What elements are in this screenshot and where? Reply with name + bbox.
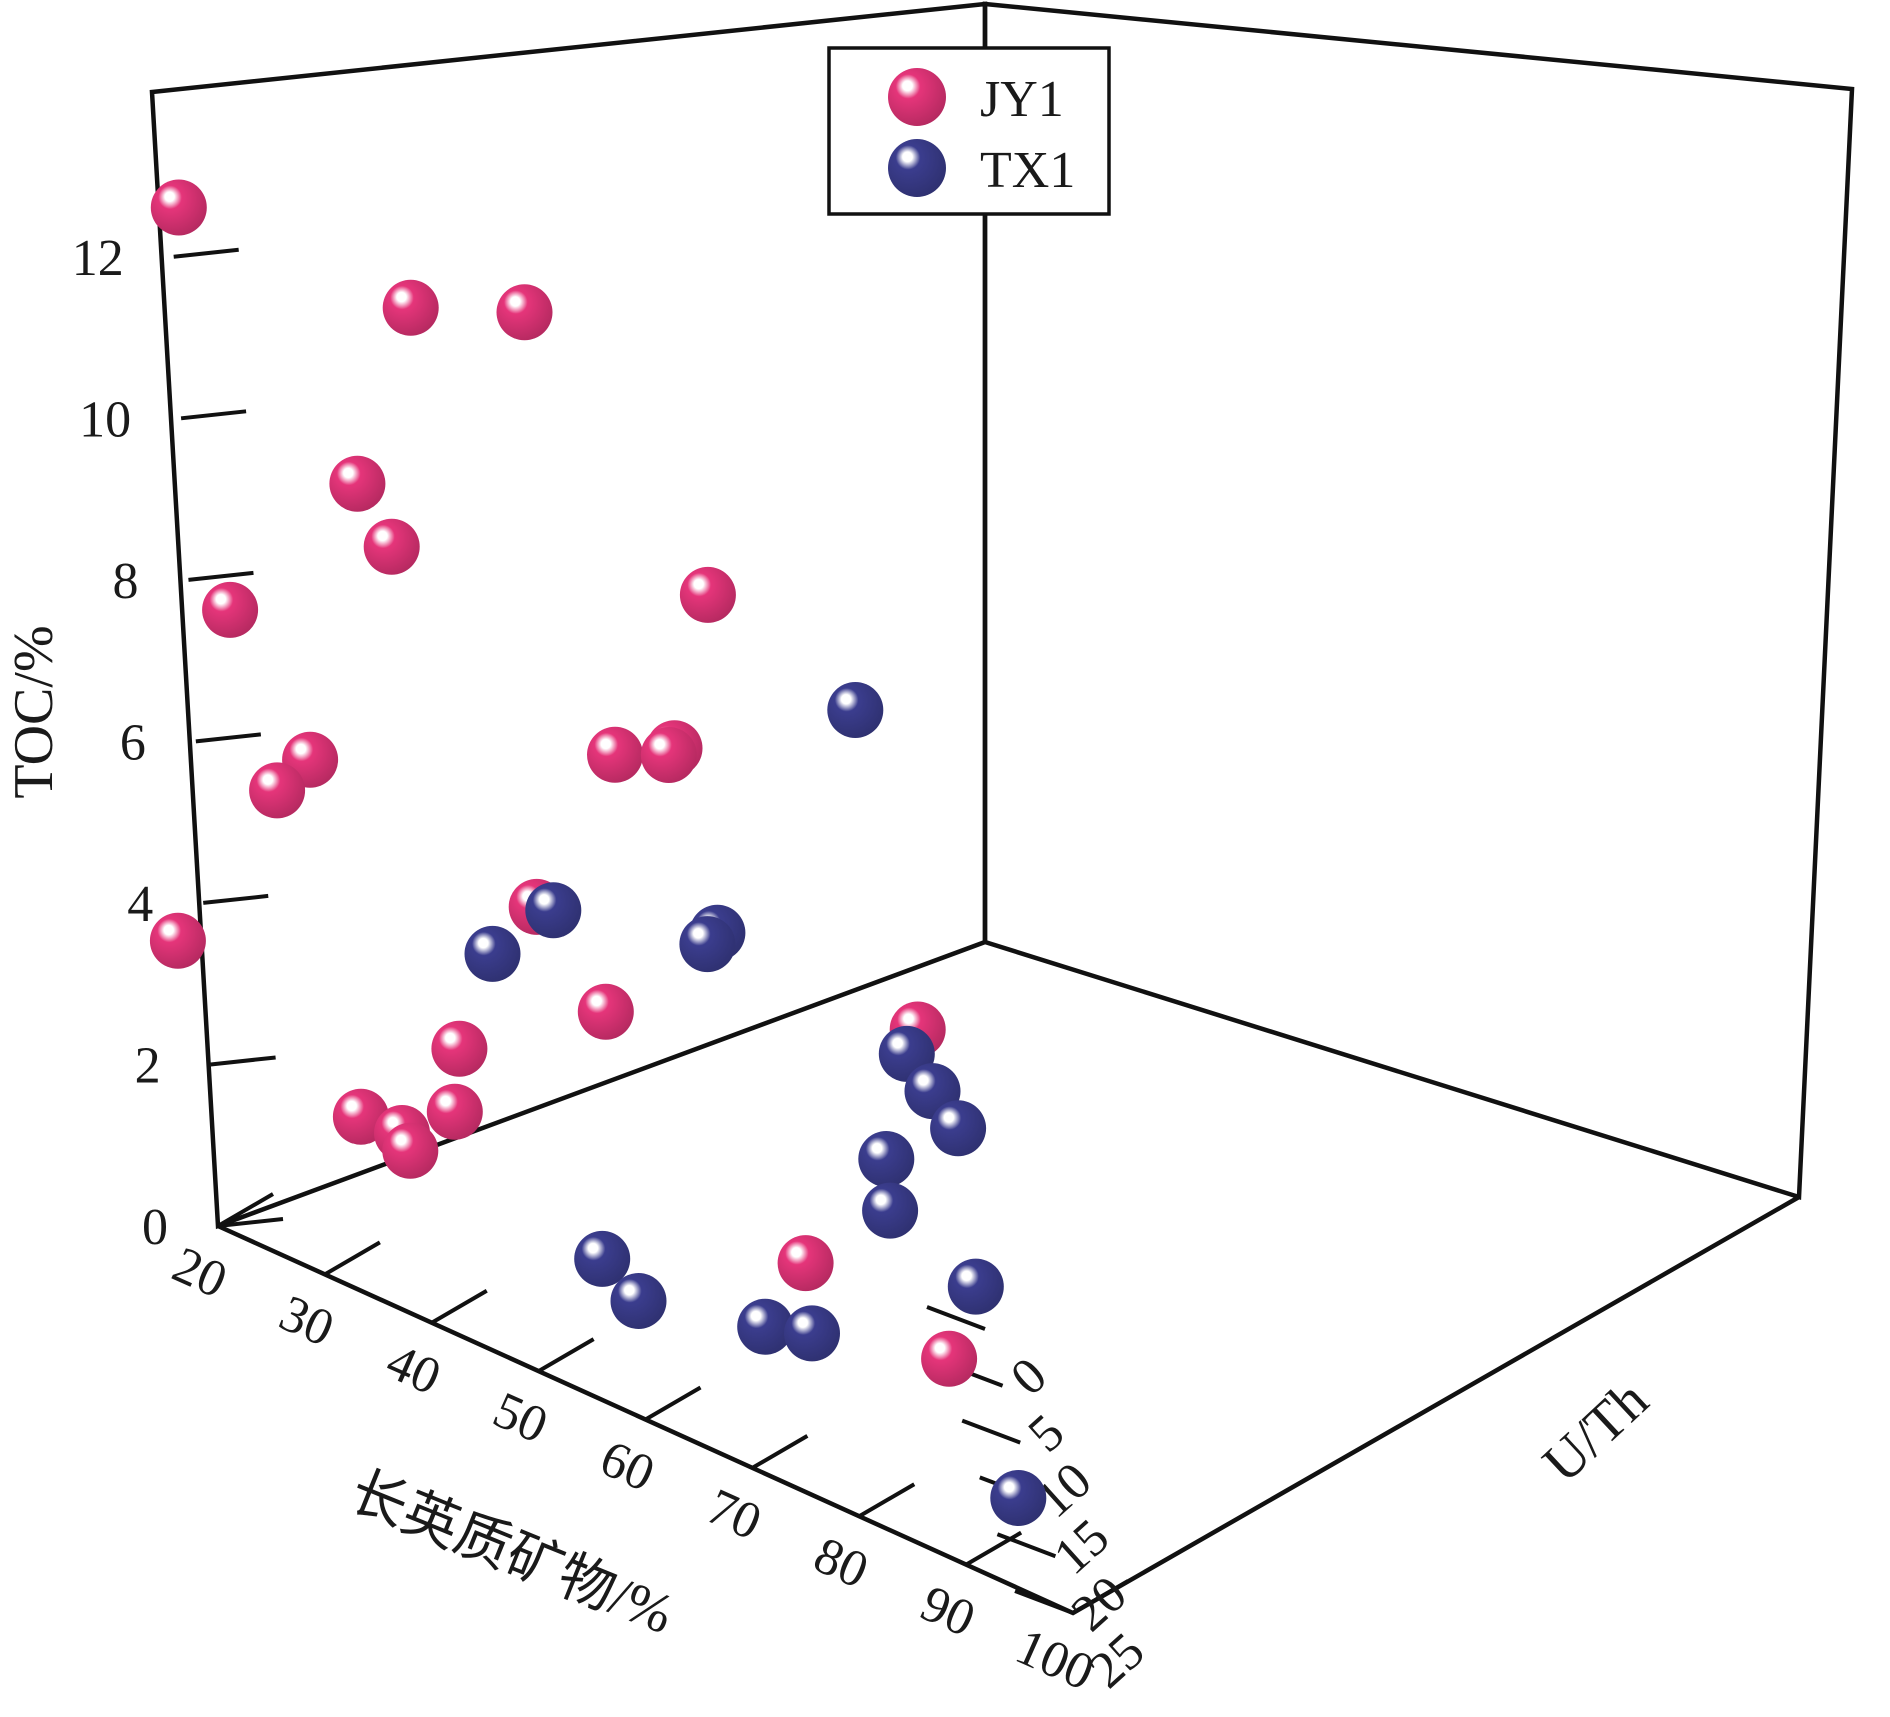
y-axis-title: U/Th [1531, 1369, 1660, 1495]
uth-tick-mark [1014, 1589, 1074, 1615]
point-jy1 [587, 726, 643, 783]
felsic-tick-label: 20 [164, 1236, 235, 1309]
point-jy1 [921, 1330, 978, 1387]
point-tx1 [990, 1470, 1047, 1526]
felsic-tick-label: 90 [912, 1575, 983, 1648]
point-jy1 [329, 455, 386, 512]
legend-label-tx1: TX1 [980, 142, 1075, 199]
felsic-tick-mark [965, 1530, 1023, 1567]
felsic-tick-label: 50 [485, 1381, 556, 1454]
point-tx1 [947, 1258, 1004, 1315]
point-tx1 [827, 682, 884, 738]
point-tx1 [525, 882, 582, 939]
felsic-tick-label: 60 [592, 1430, 663, 1503]
point-tx1 [464, 925, 521, 982]
toc-tick-mark [210, 1055, 276, 1067]
toc-tick-mark [188, 570, 254, 582]
toc-tick-label: 4 [127, 876, 153, 933]
point-tx1 [862, 1182, 919, 1239]
legend: JY1 TX1 [827, 46, 1111, 216]
felsic-tick-mark [430, 1289, 488, 1325]
uth-tick-mark [961, 1418, 1021, 1445]
toc-tick-mark [203, 893, 269, 905]
point-jy1 [426, 1083, 483, 1140]
felsic-tick-label: 30 [271, 1285, 342, 1358]
toc-tick-mark [195, 732, 262, 744]
point-jy1 [496, 284, 553, 341]
legend-marker-tx1 [888, 139, 946, 197]
data-points [149, 179, 1047, 1526]
felsic-tick-label: 40 [378, 1333, 449, 1406]
z-axis-title: TOC/% [3, 625, 65, 798]
point-tx1 [784, 1305, 840, 1362]
felsic-tick-mark [216, 1192, 275, 1228]
uth-tick-mark [996, 1532, 1057, 1559]
felsic-tick-label: 80 [806, 1527, 877, 1600]
point-tx1 [737, 1298, 794, 1355]
point-jy1 [149, 912, 206, 969]
toc-tick-mark [173, 247, 239, 259]
point-jy1 [382, 1122, 439, 1179]
toc-tick-label: 6 [120, 714, 146, 771]
toc-axis-ticks: 0 2 4 6 8 10 12 [72, 230, 284, 1256]
point-jy1 [777, 1235, 834, 1292]
legend-marker-jy1 [888, 68, 946, 126]
felsic-tick-mark [751, 1434, 809, 1470]
right-back-wall-frame [982, 1, 1855, 1201]
point-jy1 [150, 179, 207, 236]
toc-tick-label: 12 [72, 230, 124, 287]
toc-tick-label: 2 [135, 1037, 161, 1094]
point-jy1 [249, 762, 306, 819]
toc-tick-label: 10 [79, 391, 131, 448]
uth-tick-mark [926, 1305, 986, 1331]
point-jy1 [363, 518, 420, 575]
felsic-tick-label: 70 [699, 1478, 770, 1551]
point-jy1 [577, 983, 634, 1040]
felsic-tick-mark [644, 1385, 702, 1422]
toc-tick-label: 0 [142, 1199, 168, 1256]
toc-tick-mark [180, 409, 247, 421]
toc-tick-label: 8 [112, 553, 138, 610]
toc-tick-mark [217, 1217, 284, 1228]
felsic-tick-mark [1071, 1579, 1130, 1615]
uth-tick-label: 0 [1000, 1347, 1057, 1407]
point-tx1 [610, 1273, 667, 1329]
point-jy1 [640, 727, 697, 783]
felsic-tick-mark [858, 1482, 916, 1518]
point-tx1 [930, 1100, 987, 1157]
point-tx1 [679, 916, 736, 973]
felsic-tick-mark [323, 1240, 381, 1277]
legend-box [827, 46, 1111, 216]
point-jy1 [431, 1020, 488, 1077]
felsic-tick-mark [537, 1337, 595, 1373]
point-jy1 [382, 279, 439, 336]
point-tx1 [858, 1131, 915, 1187]
point-jy1 [202, 581, 259, 638]
point-jy1 [679, 566, 736, 623]
point-tx1 [574, 1230, 631, 1287]
legend-label-jy1: JY1 [980, 71, 1064, 128]
